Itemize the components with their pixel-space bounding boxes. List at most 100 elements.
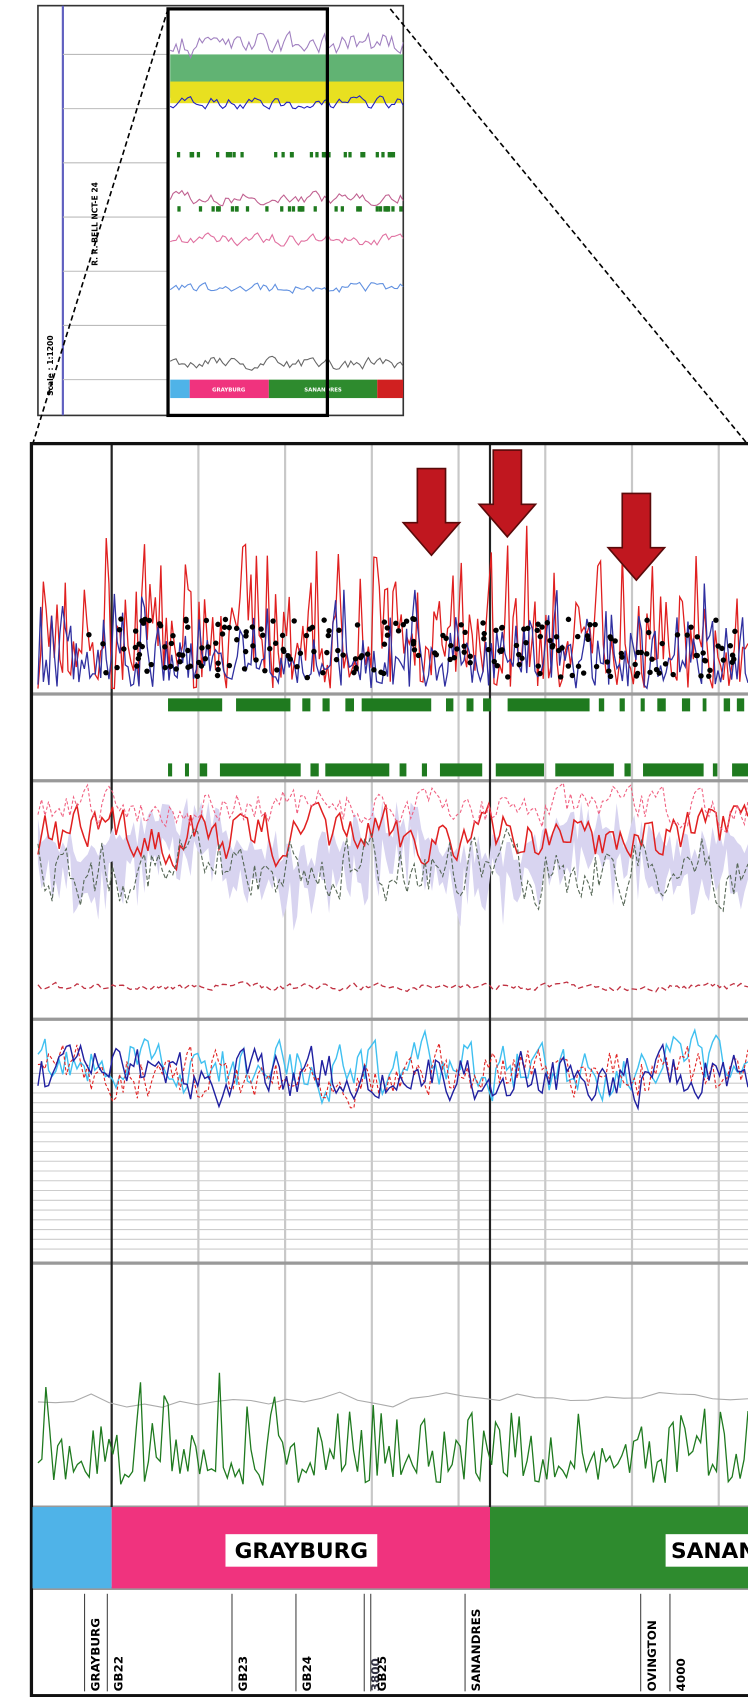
log-curve (37, 981, 748, 993)
thumb-flag (274, 151, 278, 158)
depth-marker: GB24 (300, 1656, 314, 1691)
log-point (462, 629, 468, 636)
flag (657, 698, 666, 712)
log-point (410, 615, 416, 622)
log-point (132, 628, 139, 634)
arrow (477, 449, 538, 539)
log-point (454, 646, 460, 652)
flag (732, 763, 748, 777)
formation-band (32, 1507, 112, 1589)
log-point (243, 629, 249, 635)
log-point (285, 653, 291, 659)
log-point (534, 627, 540, 634)
log-point (168, 640, 175, 647)
flag (345, 698, 355, 712)
flag (236, 698, 291, 712)
log-point (326, 628, 332, 634)
log-point (698, 673, 704, 679)
log-point (575, 633, 581, 640)
flag (723, 698, 731, 712)
thumb-flag (375, 206, 379, 212)
log-point (148, 661, 154, 668)
log-curve (37, 1372, 748, 1486)
log-curve (37, 782, 748, 834)
log-point (353, 665, 359, 671)
formation-bar: GRAYBURG SANANDRES (32, 1507, 748, 1589)
log-point (440, 632, 446, 639)
thumb-flag (358, 206, 362, 212)
thumb-flag (176, 151, 181, 158)
thumb-flag (225, 151, 230, 158)
log-point (467, 659, 473, 666)
log-point (727, 643, 734, 649)
thumb-flag (215, 206, 220, 212)
thumb-flag (340, 206, 344, 212)
log-point (523, 639, 529, 646)
thumb-flag (245, 206, 250, 212)
log-point (173, 666, 180, 672)
arrow (401, 467, 462, 557)
log-point (262, 667, 268, 674)
log-point (351, 669, 357, 676)
thumb-flag (280, 206, 284, 212)
thumb-flag (391, 151, 396, 158)
flag (421, 763, 428, 777)
zoom-line (389, 8, 748, 446)
log-point (447, 656, 453, 663)
depth-marker: 3800 (368, 1658, 382, 1691)
log-point (513, 642, 520, 649)
log-point (274, 667, 280, 673)
log-point (451, 654, 457, 661)
log-point (544, 620, 551, 626)
log-point (694, 634, 701, 640)
log-curve (170, 232, 404, 247)
thumb-flag (189, 151, 193, 158)
thumb-flag (281, 151, 285, 158)
log-point (593, 663, 600, 670)
thumb-band (268, 379, 378, 399)
formation-label: SANANDRES (671, 1539, 748, 1564)
fill-area (37, 797, 748, 931)
thumb-formation: SANANDRES (304, 388, 342, 394)
log-point (393, 620, 399, 627)
log-point (480, 620, 486, 626)
log-point (114, 664, 120, 671)
log-point (378, 669, 384, 675)
log-point (694, 652, 700, 659)
log-point (139, 618, 145, 624)
thumb-flag (211, 206, 215, 212)
log-point (707, 667, 713, 674)
flag (495, 763, 544, 777)
log-point (715, 643, 721, 649)
flag (219, 763, 301, 777)
depth-marker: GB25 (375, 1656, 389, 1691)
scale-label: Scale : 1:1200 (46, 335, 55, 396)
log-point (185, 624, 191, 630)
log-curve (37, 801, 748, 872)
thumb-flag (198, 206, 203, 212)
log-point (575, 663, 582, 669)
thumb-flag (230, 206, 235, 212)
log-point (364, 651, 371, 657)
log-point (213, 640, 219, 646)
log-point (311, 648, 317, 655)
log-point (183, 618, 189, 624)
log-point (606, 668, 612, 674)
log-point (179, 652, 186, 658)
flag (168, 763, 173, 777)
log-point (587, 621, 593, 628)
log-point (325, 632, 332, 639)
flag (712, 763, 718, 777)
log-point (584, 633, 591, 639)
log-point (333, 656, 340, 663)
log-point (553, 634, 560, 640)
log-point (86, 632, 92, 638)
thumb-formation: GRAYBURG (212, 388, 246, 394)
thumb-flag (232, 151, 236, 158)
flag (199, 763, 208, 777)
thumb-flag (360, 151, 364, 158)
log-point (194, 673, 201, 679)
log-point (335, 647, 341, 654)
